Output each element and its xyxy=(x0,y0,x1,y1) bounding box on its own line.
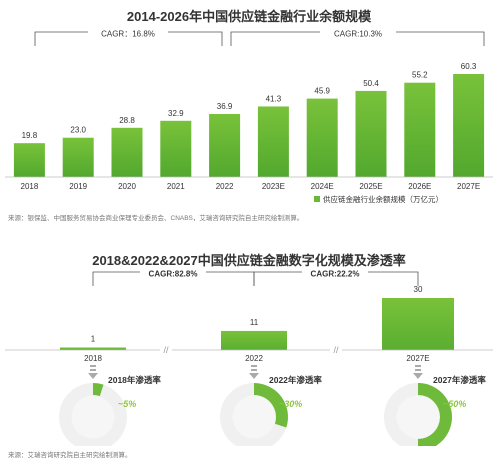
bar-2022 xyxy=(209,113,241,177)
down-arrow-icon xyxy=(249,365,259,379)
chart2-source: 来源：艾瑞咨询研究院自主研究绘制测算。 xyxy=(8,452,132,459)
bar-2027E xyxy=(453,74,485,177)
penetration-title-2022: 2022年渗透率 xyxy=(269,375,322,385)
tick-label-2021: 2021 xyxy=(167,182,185,191)
cagr-right-label: CAGR:10.3% xyxy=(334,30,382,39)
data-label-2024E: 45.9 xyxy=(314,87,330,96)
chart1-svg: CAGR：16.8% CAGR:10.3% 19.8 23.0 28.8 32.9 36… xyxy=(5,27,493,204)
chart1-title: 2014-2026年中国供应链金融行业余额规模 xyxy=(126,9,372,24)
bar-2021 xyxy=(160,120,192,177)
donut-slice-2022 xyxy=(254,383,288,428)
data-label2-2022: 11 xyxy=(250,318,259,327)
data-label2-2027E: 30 xyxy=(414,285,423,294)
tick-label-2022: 2022 xyxy=(216,182,234,191)
penetration-value-2018: ~5% xyxy=(118,399,136,409)
data-label2-2018: 1 xyxy=(91,335,96,344)
data-label-2023E: 41.3 xyxy=(266,94,282,103)
bar2-2027E xyxy=(382,298,454,350)
tick-label2-2027E: 2027E xyxy=(406,354,429,363)
penetration-title-2027E: 2027年渗透率 xyxy=(433,375,486,385)
tick-label2-2022: 2022 xyxy=(245,354,263,363)
down-arrow-icon xyxy=(88,365,98,379)
bar-2019 xyxy=(62,137,94,177)
cagr2-right-label: CAGR:22.2% xyxy=(311,270,360,279)
axis-break-2: // xyxy=(333,345,339,355)
data-label-2021: 32.9 xyxy=(168,109,184,118)
legend-swatch xyxy=(314,196,320,202)
tick-label-2025E: 2025E xyxy=(359,182,382,191)
down-arrow-icon xyxy=(413,365,423,379)
tick-label2-2018: 2018 xyxy=(84,354,102,363)
data-label-2020: 28.8 xyxy=(119,116,135,125)
bar-2023E xyxy=(257,106,289,177)
bar2-2018 xyxy=(60,347,126,350)
data-label-2022: 36.9 xyxy=(217,102,233,111)
cagr2-bracket-right: CAGR:22.2% xyxy=(253,267,419,286)
chart2-title: 2018&2022&2027中国供应链金融数字化规模及渗透率 xyxy=(92,253,406,268)
data-label-2019: 23.0 xyxy=(70,126,86,135)
donut-2022: 2022年渗透率 ~30% xyxy=(220,375,322,446)
tick-label-2024E: 2024E xyxy=(311,182,334,191)
legend-label: 供应链金融行业余额规模（万亿元） xyxy=(323,194,443,204)
data-label-2018: 19.8 xyxy=(22,131,38,140)
tick-label-2026E: 2026E xyxy=(408,182,431,191)
chart1-source: 来源：银保监、中国服务贸易协会商业保理专业委员会、CNABS，艾瑞咨询研究院自主… xyxy=(8,215,304,222)
legend: 供应链金融行业余额规模（万亿元） xyxy=(314,194,443,204)
donut-slice-2018 xyxy=(93,383,104,397)
tick-label-2027E: 2027E xyxy=(457,182,480,191)
penetration-value-2027E: ~50% xyxy=(443,399,466,409)
data-label-2026E: 55.2 xyxy=(412,71,428,80)
bar2-2022 xyxy=(221,330,287,350)
bar-2020 xyxy=(111,127,143,177)
x-axis-line-2: // // xyxy=(5,345,493,355)
cagr2-left-label: CAGR:82.8% xyxy=(149,270,198,279)
axis-break-1: // xyxy=(163,345,169,355)
cagr-bracket-right: CAGR:10.3% xyxy=(230,27,485,46)
penetration-value-2022: ~30% xyxy=(279,399,302,409)
bar-2025E xyxy=(355,90,387,177)
cagr-left-label: CAGR：16.8% xyxy=(101,30,155,39)
bar-2026E xyxy=(404,82,436,177)
donut-2027E: 2027年渗透率 ~50% xyxy=(384,375,486,446)
donut-slice-2027E xyxy=(418,383,452,446)
data-label-2027E: 60.3 xyxy=(461,62,477,71)
bar-2018 xyxy=(13,143,45,177)
data-label-2025E: 50.4 xyxy=(363,79,379,88)
cagr-bracket-left: CAGR：16.8% xyxy=(34,27,223,46)
tick-label-2019: 2019 xyxy=(69,182,87,191)
tick-label-2023E: 2023E xyxy=(262,182,285,191)
donut-2018: 2018年渗透率 ~5% xyxy=(59,375,161,446)
penetration-title-2018: 2018年渗透率 xyxy=(108,375,161,385)
tick-label-2020: 2020 xyxy=(118,182,136,191)
tick-label-2018: 2018 xyxy=(21,182,39,191)
cagr2-bracket-left: CAGR:82.8% xyxy=(92,267,255,286)
bar-2024E xyxy=(306,98,338,177)
